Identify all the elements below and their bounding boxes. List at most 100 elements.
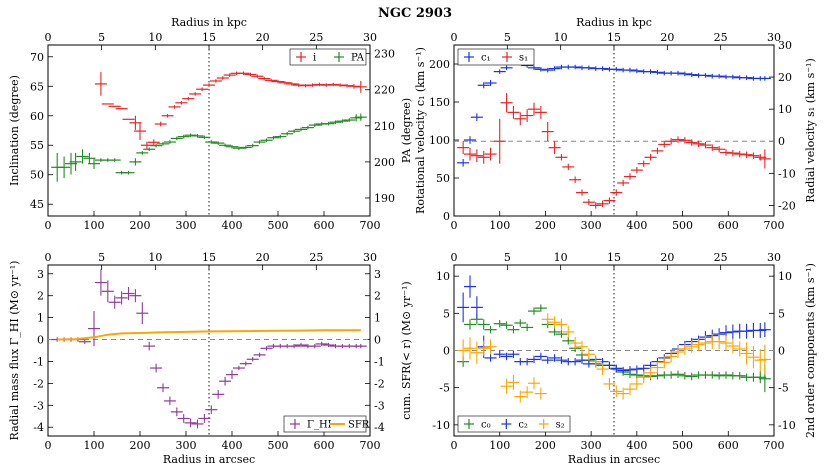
legend-label: s₁ — [519, 53, 528, 64]
data-point-s2 — [521, 386, 534, 399]
data-point-s2 — [576, 340, 588, 353]
data-point-s1 — [617, 179, 630, 187]
data-point-s1 — [672, 136, 684, 143]
y-tick-label: 5 — [443, 307, 450, 320]
data-point-c2 — [617, 366, 630, 375]
data-point-i — [154, 121, 167, 127]
legend-label: c₂ — [518, 420, 528, 431]
data-point-c2 — [758, 322, 771, 338]
data-point-c1 — [457, 159, 470, 167]
legend-label: i — [313, 53, 316, 64]
data-point-PA — [212, 141, 225, 145]
data-point-c0 — [672, 370, 684, 379]
data-point-s1 — [484, 147, 497, 161]
data-point-Gamma_HI — [129, 289, 142, 303]
data-point-s2 — [651, 361, 664, 374]
y-tick-label: -5 — [439, 382, 450, 395]
data-point-c2 — [630, 365, 643, 373]
data-point-c1 — [528, 65, 540, 71]
data-point-c1 — [534, 67, 547, 72]
x-tick-label: 700 — [764, 219, 785, 232]
x-tick-label: 200 — [535, 219, 556, 232]
top-x-tick-label: 5 — [504, 31, 511, 44]
data-point-s1 — [678, 137, 691, 144]
right-y-axis-label: 2nd order components (km s⁻¹) — [804, 263, 817, 438]
data-point-Gamma_HI — [253, 352, 266, 358]
data-point-Gamma_HI — [122, 286, 135, 301]
data-point-c2 — [637, 364, 650, 373]
data-point-PA — [88, 158, 100, 170]
right-y-tick-label: -3 — [374, 399, 385, 412]
data-point-c1 — [541, 67, 554, 73]
right-y-axis-label: PA (degree) — [400, 98, 413, 163]
data-point-s2 — [630, 378, 643, 390]
data-point-c1 — [624, 67, 636, 73]
data-point-i — [244, 72, 257, 77]
data-point-PA — [232, 146, 245, 150]
right-y-tick-label: -10 — [778, 419, 796, 432]
data-point-s2 — [747, 346, 760, 369]
x-tick-label: 500 — [672, 439, 693, 452]
data-point-s2 — [726, 338, 739, 354]
data-point-PA — [150, 143, 163, 148]
data-point-PA — [288, 129, 301, 134]
data-point-s1 — [747, 152, 760, 159]
data-point-s1 — [541, 121, 554, 142]
data-point-i — [129, 115, 142, 130]
top-x-tick-label: 15 — [607, 31, 621, 44]
data-point-c2 — [534, 352, 547, 361]
data-point-s2 — [740, 342, 753, 365]
data-point-s2 — [569, 337, 582, 350]
data-point-s1 — [493, 118, 506, 164]
data-point-c2 — [610, 364, 623, 373]
y-tick-label: -10 — [432, 419, 450, 432]
x-axis-label: Radius in arcsec — [568, 453, 660, 466]
right-y-tick-label: 10 — [778, 103, 792, 116]
data-point-c0 — [528, 307, 540, 315]
data-point-PA — [65, 152, 77, 175]
x-tick-label: 100 — [84, 219, 105, 232]
top-x-tick-label: 30 — [363, 31, 377, 44]
data-point-Gamma_HI — [308, 343, 321, 349]
data-point-c2 — [726, 324, 739, 340]
data-point-s1 — [692, 140, 705, 148]
top-x-axis-label: Radius in kpc — [576, 16, 652, 29]
x-tick-label: 600 — [718, 439, 739, 452]
data-point-s1 — [706, 144, 719, 151]
data-point-c0 — [507, 325, 520, 334]
data-point-i — [223, 73, 236, 77]
data-point-PA — [350, 114, 363, 122]
data-point-s2 — [596, 363, 609, 376]
data-point-c1 — [464, 136, 476, 144]
data-point-Gamma_HI — [322, 342, 335, 348]
series-s1 — [457, 93, 771, 209]
x-tick-label: 100 — [489, 439, 510, 452]
y-tick-label: -4 — [33, 421, 44, 434]
data-point-PA — [122, 170, 135, 175]
data-point-s1 — [528, 102, 540, 116]
data-point-s1 — [758, 149, 771, 169]
top-x-axis-label: Radius in kpc — [171, 16, 247, 29]
data-point-s1 — [569, 176, 582, 183]
right-y-axis-label: cum. SFR(< r) (M⊙ yr⁻¹) — [400, 281, 413, 419]
data-point-c2 — [484, 354, 497, 362]
data-point-c1 — [740, 75, 753, 80]
top-x-tick-label: 5 — [504, 251, 511, 264]
data-point-s2 — [624, 383, 636, 396]
data-point-c2 — [464, 275, 476, 298]
y-axis-label: Inclination (degree) — [8, 75, 21, 186]
data-point-s2 — [470, 341, 483, 364]
data-point-Gamma_HI — [78, 339, 91, 344]
data-point-s1 — [477, 150, 490, 164]
data-point-c2 — [528, 355, 540, 364]
x-tick-label: 500 — [268, 219, 289, 232]
top-x-tick-label: 25 — [309, 251, 323, 264]
data-point-c0 — [562, 337, 575, 345]
y-tick-label: 0 — [443, 345, 450, 358]
data-point-s1 — [720, 149, 732, 156]
data-point-Gamma_HI — [315, 341, 328, 347]
x-tick-label: 300 — [176, 219, 197, 232]
data-point-c0 — [555, 330, 568, 338]
